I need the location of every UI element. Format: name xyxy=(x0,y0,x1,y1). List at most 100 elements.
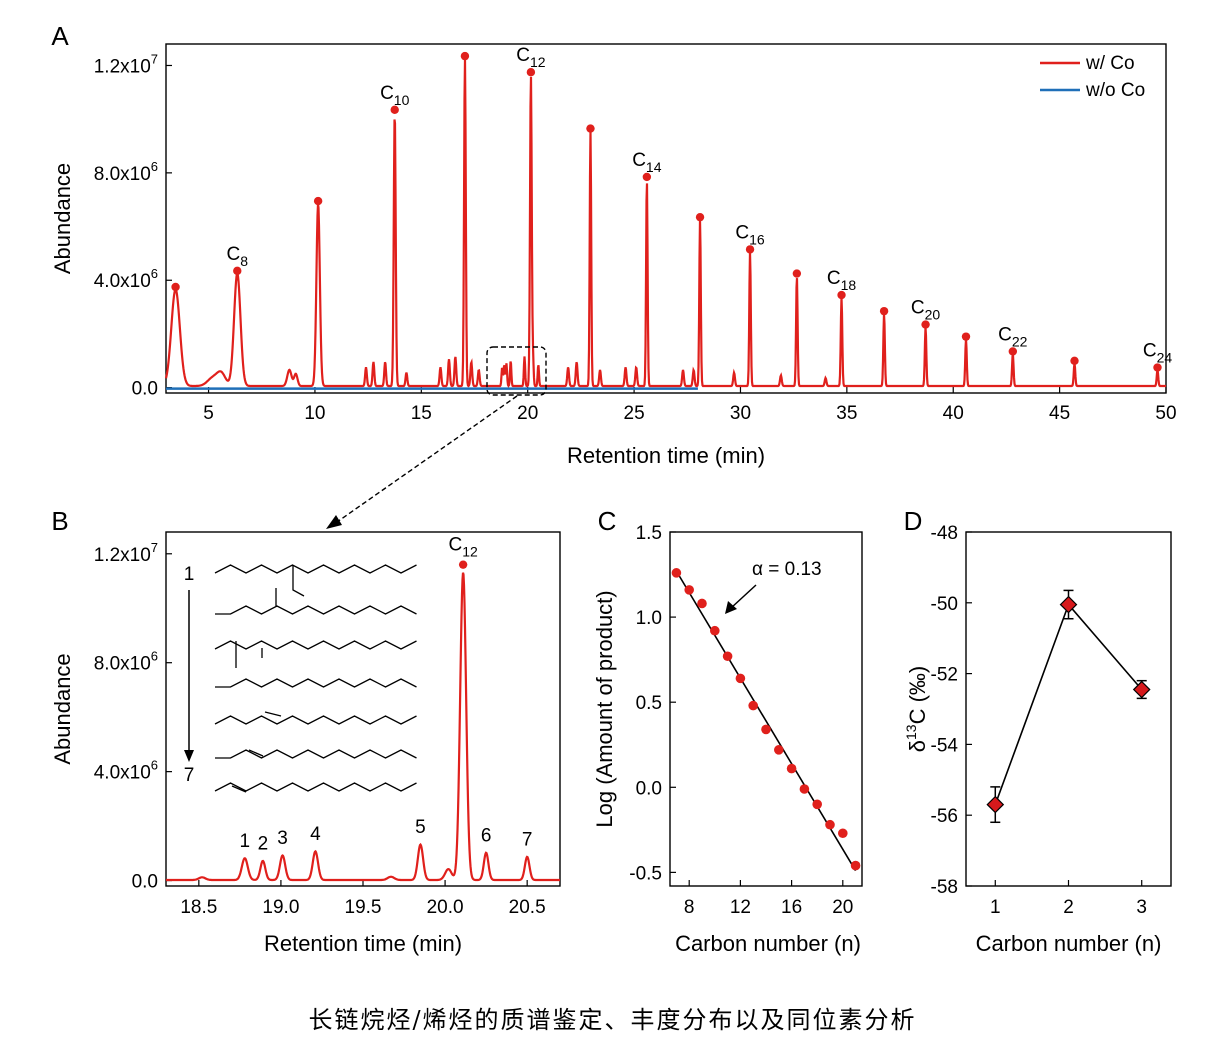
panel-c-point xyxy=(697,598,707,609)
panel-c-ytick-label: 1.5 xyxy=(636,523,662,544)
molecule-double-bond xyxy=(231,785,247,793)
panel-c-point xyxy=(825,819,835,830)
panel-b-peak-label: 4 xyxy=(310,824,321,845)
panel-d-ytick-label: -50 xyxy=(931,594,958,615)
panel-a-xtick-label: 10 xyxy=(304,403,325,424)
panel-d-ytick-label: -54 xyxy=(931,735,959,756)
legend-label-without-co: w/o Co xyxy=(1085,80,1145,101)
panel-b-peak-label: 1 xyxy=(240,831,251,852)
panel-d-ytick-label: -58 xyxy=(931,877,958,898)
panel-a-peak-marker xyxy=(1153,363,1162,372)
panel-b-peak-label: 5 xyxy=(415,817,426,838)
panel-a-peak-marker xyxy=(313,196,323,206)
panel-b-peak-label: 7 xyxy=(522,829,533,850)
panel-a-peak-label: C22 xyxy=(998,324,1028,349)
panel-b-ytick-label: 1.2x107 xyxy=(94,540,158,566)
panel-a-xlabel: Retention time (min) xyxy=(567,443,765,468)
panel-a-xtick-label: 40 xyxy=(943,403,964,424)
panel-a-peak-label: C14 xyxy=(632,150,662,175)
panel-a-ytick-label: 8.0x106 xyxy=(94,159,158,185)
panel-c-xlabel: Carbon number (n) xyxy=(675,931,861,956)
panel-c-point xyxy=(748,700,758,711)
panel-b-order-start: 1 xyxy=(184,564,195,585)
panel-b-ytick-label: 4.0x106 xyxy=(94,758,158,784)
molecule-chain xyxy=(214,564,417,574)
panel-c: C 8 12 16 20 -0.5 0.0 0.5 1.0 1.5 Carbon number (n… xyxy=(592,506,863,956)
panel-a-xtick-label: 45 xyxy=(1049,403,1070,424)
molecule-double-bond xyxy=(248,749,264,757)
panel-a-xtick-label: 30 xyxy=(730,403,751,424)
panel-c-annotation: α = 0.13 xyxy=(752,559,822,580)
figure-caption: 长链烷烃/烯烃的质谱鉴定、丰度分布以及同位素分析 xyxy=(308,1006,917,1034)
molecule-chain xyxy=(215,749,417,759)
panel-a-peak-marker xyxy=(642,172,652,182)
panel-c-ytick-label: 0.0 xyxy=(636,778,662,799)
molecule-structures xyxy=(214,564,417,793)
panel-a-letter: A xyxy=(51,21,69,51)
panel-a-ytick-label: 1.2x107 xyxy=(94,51,158,77)
panel-a-xtick-label: 50 xyxy=(1155,403,1176,424)
panel-a-peak-marker xyxy=(695,212,705,222)
panel-a-peak-marker xyxy=(1008,347,1018,356)
panel-d-xtick-label: 3 xyxy=(1136,897,1147,918)
panel-c-letter: C xyxy=(598,506,617,536)
panel-a-peak-marker xyxy=(526,68,536,77)
panel-a-peak-marker xyxy=(586,124,595,133)
panel-d-xtick-label: 2 xyxy=(1063,897,1074,918)
panel-b-ytick-label: 8.0x106 xyxy=(94,649,158,675)
panel-c-point xyxy=(786,763,797,774)
panel-c-point xyxy=(850,860,861,871)
panel-a-peak-marker xyxy=(1070,356,1079,366)
panel-c-xtick-label: 16 xyxy=(781,897,802,918)
panel-a-peak-label: C12 xyxy=(516,45,546,70)
molecule-chain xyxy=(215,678,417,688)
panel-c-point xyxy=(710,625,720,636)
panel-c-annotation-arrow xyxy=(730,584,757,609)
panel-b: B 18.5 19.0 19.5 20.0 20.5 0.0 4.0x106 8.0x106 1.… xyxy=(50,506,561,956)
panel-d-xlabel: Carbon number (n) xyxy=(976,931,1162,956)
panel-d-letter: D xyxy=(904,506,923,536)
zoom-arrow-head xyxy=(326,515,342,529)
panel-c-xtick-label: 8 xyxy=(684,897,695,918)
panel-d-point xyxy=(1059,595,1078,614)
molecule-chain xyxy=(214,640,417,650)
panel-a-xtick-label: 25 xyxy=(624,403,645,424)
panel-a-peak-label: C24 xyxy=(1143,341,1173,366)
panel-a-peak-marker xyxy=(837,290,846,300)
panel-d-xtick-label: 1 xyxy=(990,897,1001,918)
panel-c-point xyxy=(838,828,848,839)
panel-a-peak-marker xyxy=(171,282,180,292)
panel-b-xtick-label: 18.5 xyxy=(180,897,217,918)
panel-c-frame xyxy=(669,531,863,887)
panel-c-fit-line xyxy=(675,570,857,872)
panel-a-peak-marker xyxy=(792,269,802,278)
panel-d-line xyxy=(994,603,1143,805)
molecule-chain xyxy=(215,605,417,615)
zoom-arrow-line xyxy=(336,395,518,523)
panel-a-peak-label: C10 xyxy=(380,83,410,108)
panel-b-xlabel: Retention time (min) xyxy=(264,931,462,956)
panel-a-peak-label: C18 xyxy=(827,268,857,293)
panel-b-letter: B xyxy=(51,506,68,536)
panel-c-point xyxy=(671,568,682,578)
panel-c-ytick-label: 1.0 xyxy=(636,608,662,629)
panel-d-point xyxy=(1132,680,1151,699)
panel-b-apex-label: C12 xyxy=(448,535,478,560)
panel-a-frame xyxy=(165,43,1167,394)
panel-a-peak-marker xyxy=(390,105,399,115)
panel-b-xtick-label: 20.5 xyxy=(509,897,546,918)
molecule-branch xyxy=(292,565,305,597)
panel-b-xtick-label: 19.0 xyxy=(262,897,299,918)
panel-c-point xyxy=(684,585,694,595)
panel-d-frame xyxy=(965,531,1172,887)
panel-c-ylabel: Log (Amount of product) xyxy=(592,590,617,827)
panel-b-peak-label: 2 xyxy=(258,833,269,854)
panel-b-order-arrow-head xyxy=(184,750,194,762)
panel-a-xtick-label: 35 xyxy=(836,403,857,424)
panel-b-apex-marker xyxy=(458,560,468,569)
panel-a-ylabel: Abundance xyxy=(50,163,75,274)
panel-c-xtick-label: 20 xyxy=(832,897,853,918)
molecule-chain xyxy=(214,715,417,725)
panel-a-peak-label: C8 xyxy=(227,244,249,269)
panel-a-xtick-label: 5 xyxy=(203,403,214,424)
